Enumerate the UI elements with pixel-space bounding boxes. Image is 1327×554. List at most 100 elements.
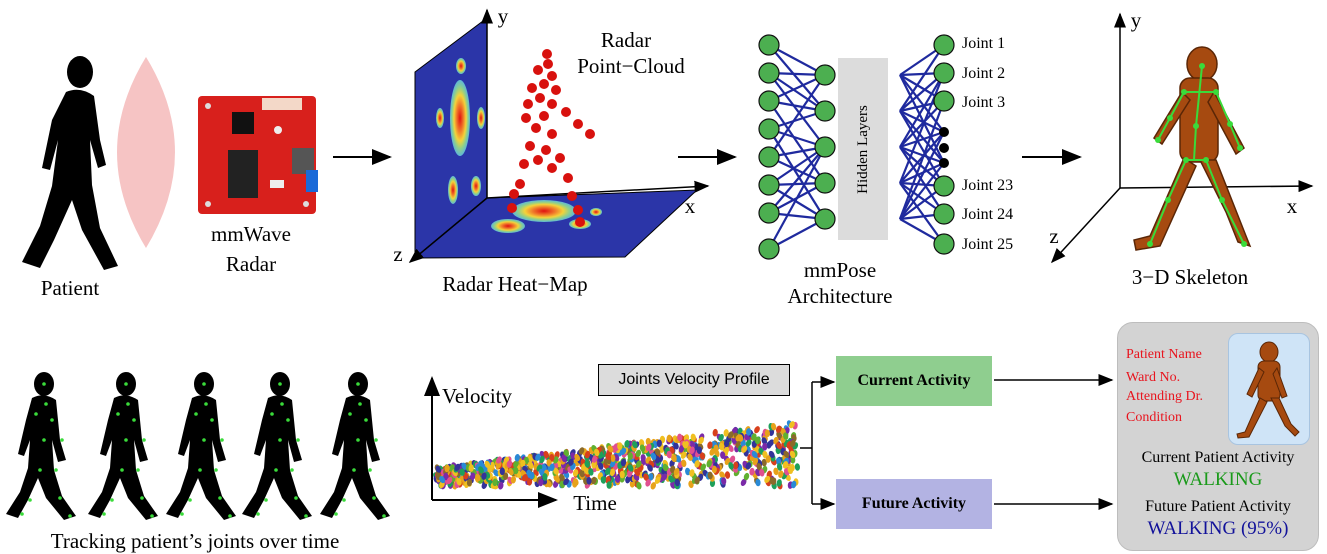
velocity-mark (745, 462, 752, 470)
walker-silhouette-icon (242, 372, 312, 520)
velocity-mark (745, 439, 752, 447)
network-node (758, 202, 780, 224)
velocity-mark (627, 464, 634, 472)
velocity-mark (643, 473, 649, 481)
velocity-mark (572, 469, 579, 477)
velocity-mark (579, 469, 585, 478)
velocity-mark (709, 448, 716, 456)
velocity-mark (619, 470, 625, 479)
patient-label: Patient (40, 276, 100, 300)
velocity-mark (629, 480, 636, 488)
velocity-mark (783, 450, 790, 458)
hidden-layers-label: Hidden Layers (854, 104, 871, 194)
velocity-mark (713, 444, 719, 453)
network-node (933, 62, 955, 84)
velocity-mark (443, 472, 449, 481)
velocity-mark (635, 460, 642, 468)
velocity-mark (459, 468, 465, 476)
info-condition: Condition (1126, 410, 1183, 425)
velocity-mark (790, 439, 796, 448)
velocity-mark (689, 469, 695, 477)
velocity-mark (721, 477, 727, 485)
velocity-mark (526, 478, 533, 486)
velocity-mark (484, 460, 491, 469)
velocity-mark (632, 440, 638, 449)
network-node (814, 100, 836, 122)
velocity-mark (584, 460, 590, 468)
walker-silhouette-icon (166, 372, 236, 520)
velocity-mark (554, 475, 560, 483)
skeleton-axis-y: y (1130, 8, 1142, 32)
joints-velocity-profile-box: Joints Velocity Profile (598, 364, 790, 396)
velocity-mark (654, 448, 661, 456)
velocity-mark (600, 476, 606, 484)
network-node (758, 34, 780, 56)
velocity-mark (604, 467, 611, 476)
current-patient-activity-title: Current Patient Activity (1141, 449, 1295, 466)
velocity-mark (776, 431, 782, 439)
velocity-mark (788, 421, 795, 429)
velocity-mark (677, 433, 683, 442)
walking-avatar-icon (1236, 341, 1300, 439)
network-node (933, 34, 955, 56)
velocity-mark (499, 467, 505, 476)
velocity-mark (439, 476, 446, 484)
architecture-label-line1: mmPose (803, 258, 877, 282)
joint-label-23: Joint 23 (962, 177, 1014, 194)
velocity-mark (746, 428, 752, 436)
velocity-mark (591, 455, 598, 463)
velocity-mark (570, 452, 576, 460)
velocity-mark (728, 462, 734, 470)
velocity-mark (586, 477, 592, 485)
heatmap-axis-x: x (684, 194, 696, 218)
velocity-mark (609, 459, 616, 468)
velocity-mark (594, 448, 600, 457)
velocity-mark (759, 468, 765, 477)
velocity-mark (502, 472, 509, 480)
velocity-mark (578, 447, 585, 455)
velocity-mark (724, 471, 731, 479)
velocity-mark (789, 450, 796, 459)
velocity-mark (755, 468, 761, 477)
velocity-mark (694, 460, 700, 468)
velocity-mark (666, 434, 672, 443)
current-patient-activity-value: WALKING (1173, 469, 1263, 490)
velocity-mark (609, 468, 616, 477)
network-node (933, 233, 955, 255)
tracking-label: Tracking patient’s joints over time (50, 529, 340, 553)
velocity-mark (689, 440, 696, 449)
velocity-mark (743, 472, 750, 481)
velocity-mark (520, 459, 526, 468)
velocity-mark (687, 453, 693, 461)
architecture-label-line2: Architecture (787, 284, 893, 308)
joint-label-24: Joint 24 (962, 206, 1014, 223)
velocity-mark (752, 457, 759, 466)
velocity-mark (761, 458, 767, 467)
heatmap-label: Radar Heat−Map (442, 272, 588, 296)
velocity-mark (791, 480, 797, 489)
velocity-mark (756, 463, 762, 471)
velocity-mark (762, 450, 768, 459)
velocity-mark (549, 454, 555, 462)
velocity-mark (535, 453, 541, 461)
velocity-mark (755, 478, 761, 487)
velocity-mark (741, 445, 748, 453)
velocity-mark (673, 467, 680, 476)
velocity-mark (620, 447, 627, 455)
velocity-mark (673, 442, 679, 450)
skeleton-axis-z: z (1049, 224, 1059, 248)
velocity-mark (614, 475, 621, 483)
velocity-mark (543, 450, 549, 459)
velocity-mark (690, 433, 696, 442)
velocity-mark (444, 464, 450, 473)
velocity-mark (513, 466, 519, 475)
velocity-mark (675, 455, 682, 463)
velocity-axes (424, 376, 558, 508)
velocity-mark (568, 458, 574, 466)
velocity-mark (510, 475, 517, 484)
ellipsis-dots (939, 127, 949, 168)
network-node (814, 172, 836, 194)
velocity-mark (776, 442, 783, 450)
velocity-mark (561, 454, 567, 463)
